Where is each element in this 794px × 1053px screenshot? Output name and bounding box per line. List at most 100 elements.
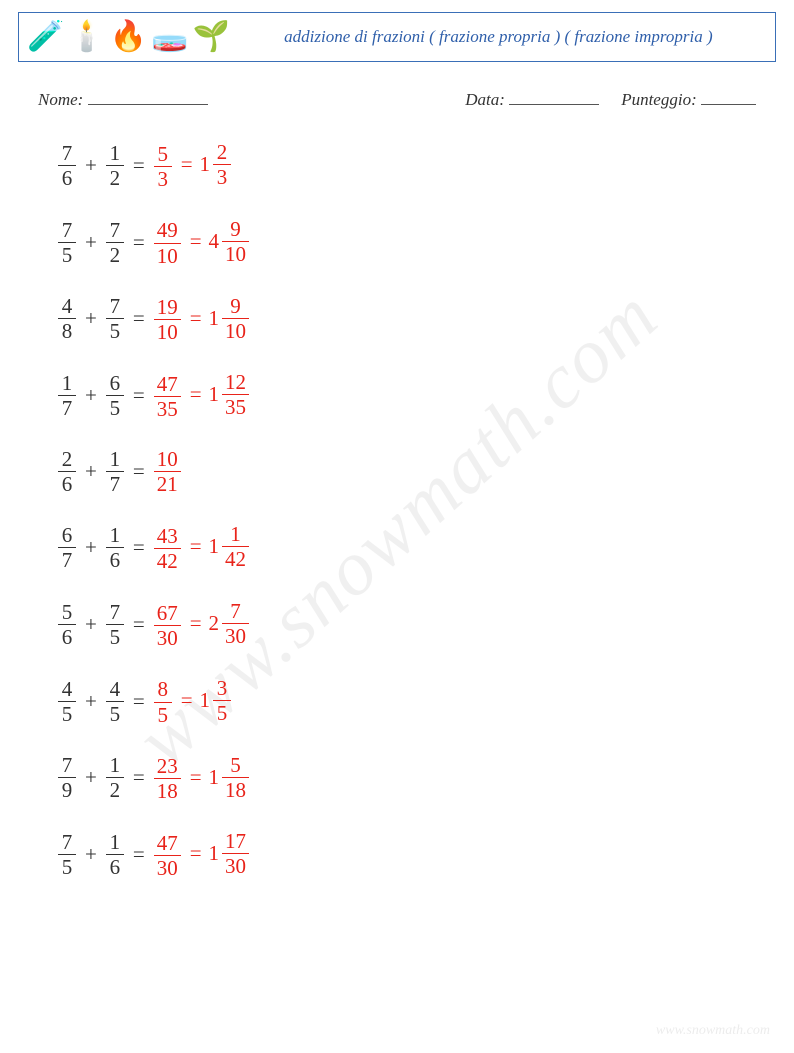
fraction: 142: [222, 522, 249, 571]
equals-operator: =: [133, 614, 145, 635]
plus-operator: +: [85, 537, 97, 558]
fraction-denominator: 3: [213, 165, 231, 189]
punteggio-blank[interactable]: [701, 88, 756, 105]
answer: 4735 = 11235: [152, 370, 251, 421]
data-blank[interactable]: [509, 88, 599, 105]
fraction: 48: [58, 294, 76, 343]
problem-row: 79+12=2318=1518: [56, 753, 556, 804]
fraction-denominator: 35: [222, 395, 249, 419]
meta-nome: Nome:: [38, 88, 433, 110]
fraction-numerator: 49: [154, 218, 181, 242]
fraction-denominator: 5: [106, 702, 124, 726]
fraction-numerator: 1: [227, 522, 245, 546]
fraction-numerator: 10: [154, 447, 181, 471]
header-bar: 🧪 🕯️ 🔥 🧫 🌱 addizione di frazioni ( frazi…: [18, 12, 776, 62]
fraction-numerator: 2: [213, 140, 231, 164]
fraction-denominator: 5: [58, 855, 76, 879]
fraction: 12: [106, 753, 124, 802]
burner-icon: 🔥: [110, 22, 147, 52]
fraction: 910: [222, 217, 249, 266]
fraction-denominator: 30: [154, 856, 181, 880]
meta-row: Nome: Data: Punteggio:: [38, 88, 756, 110]
fraction: 75: [106, 600, 124, 649]
fraction-denominator: 18: [222, 778, 249, 802]
fraction-numerator: 7: [58, 753, 76, 777]
mixed-number: 1910: [209, 294, 252, 343]
problem-row: 26+17=1021: [56, 447, 556, 496]
fraction: 75: [58, 830, 76, 879]
footer-url: www.snowmath.com: [656, 1023, 770, 1039]
fraction: 53: [154, 142, 172, 191]
testtube-icon: 🕯️: [68, 22, 105, 52]
mixed-number: 1142: [209, 522, 252, 571]
equals-operator: =: [133, 232, 145, 253]
answer: 1910=1910: [152, 294, 251, 345]
problem-row: 45+45=85=135: [56, 676, 556, 727]
answer: 4342=1142: [152, 522, 251, 573]
fraction-denominator: 18: [154, 779, 181, 803]
fraction-numerator: 8: [154, 677, 172, 701]
fraction-denominator: 5: [106, 625, 124, 649]
mixed-number: 4910: [209, 217, 252, 266]
equals-operator: =: [190, 382, 202, 406]
fraction: 26: [58, 447, 76, 496]
fraction-denominator: 6: [58, 625, 76, 649]
mixed-number: 11235: [209, 370, 252, 419]
fraction-denominator: 2: [106, 778, 124, 802]
fraction: 16: [106, 523, 124, 572]
fraction-numerator: 1: [106, 830, 124, 854]
fraction: 17: [106, 447, 124, 496]
fraction: 75: [58, 218, 76, 267]
worksheet-title: addizione di frazioni ( frazione propria…: [230, 24, 767, 49]
fraction: 56: [58, 600, 76, 649]
fraction-denominator: 10: [154, 244, 181, 268]
mixed-whole: 1: [200, 690, 211, 711]
data-label: Data:: [465, 90, 505, 109]
fraction: 1235: [222, 370, 249, 419]
fraction: 16: [106, 830, 124, 879]
fraction-numerator: 6: [58, 523, 76, 547]
equals-operator: =: [190, 229, 202, 253]
sprout-icon: 🌱: [192, 22, 229, 52]
equals-operator: =: [190, 534, 202, 558]
answer: 8 5 = 135: [152, 676, 233, 727]
fraction-numerator: 19: [154, 295, 181, 319]
mixed-number: 135: [200, 676, 234, 725]
fraction-numerator: 17: [222, 829, 249, 853]
fraction-denominator: 6: [106, 548, 124, 572]
equals-operator: =: [133, 155, 145, 176]
fraction-numerator: 6: [106, 371, 124, 395]
fraction-denominator: 7: [58, 548, 76, 572]
mixed-number: 1518: [209, 753, 252, 802]
fraction-numerator: 43: [154, 524, 181, 548]
fraction-numerator: 1: [106, 447, 124, 471]
fraction-numerator: 1: [106, 753, 124, 777]
fraction-denominator: 3: [154, 167, 172, 191]
nome-blank[interactable]: [88, 88, 208, 105]
fraction: 45: [106, 677, 124, 726]
equals-operator: =: [133, 537, 145, 558]
fraction-denominator: 30: [222, 624, 249, 648]
fraction-denominator: 10: [222, 242, 249, 266]
fraction: 67: [58, 523, 76, 572]
petri-icon: 🧫: [151, 22, 188, 52]
fraction-numerator: 4: [106, 677, 124, 701]
fraction: 4735: [154, 372, 181, 421]
equals-operator: =: [190, 765, 202, 789]
fraction-denominator: 5: [213, 701, 231, 725]
fraction: 75: [106, 294, 124, 343]
problems-list: 76+12=53=12375+72=4910=491048+75=1910=19…: [56, 140, 556, 906]
problem-row: 75+72=4910=4910: [56, 217, 556, 268]
fraction-numerator: 4: [58, 677, 76, 701]
equals-operator: =: [181, 688, 193, 712]
mixed-whole: 4: [209, 231, 220, 252]
fraction-denominator: 5: [58, 243, 76, 267]
fraction-numerator: 2: [58, 447, 76, 471]
fraction-denominator: 6: [58, 166, 76, 190]
fraction-denominator: 35: [154, 397, 181, 421]
mixed-whole: 1: [209, 767, 220, 788]
plus-operator: +: [85, 614, 97, 635]
problem-row: 76+12=53=123: [56, 140, 556, 191]
equals-operator: =: [133, 767, 145, 788]
fraction: 65: [106, 371, 124, 420]
